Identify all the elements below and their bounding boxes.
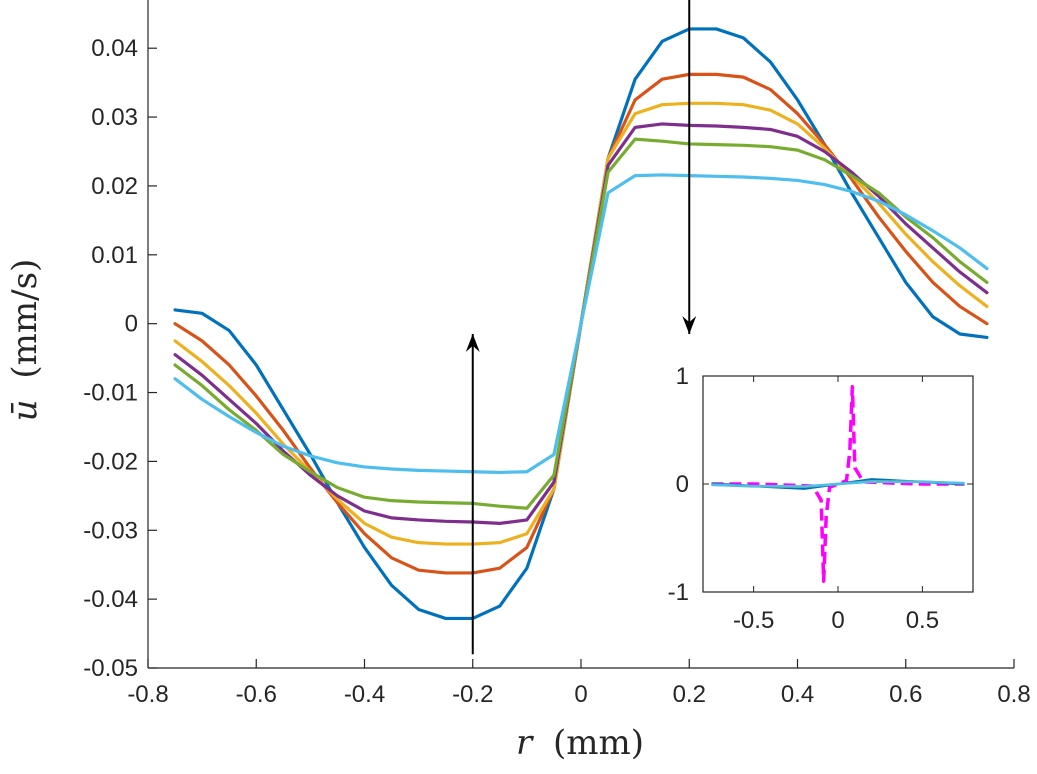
y-tick-label: -0.02 <box>83 448 138 475</box>
main-x-ticks: -0.8 -0.6 -0.4 -0.2 0 0.2 0.4 0.6 0.8 <box>127 659 1031 708</box>
y-tick-label: -0.01 <box>83 380 138 407</box>
y-tick-label: 0.03 <box>91 104 138 131</box>
y-tick-label: 0 <box>125 311 138 338</box>
x-tick-label: 0.8 <box>997 681 1030 708</box>
arrow-down-head <box>682 316 697 334</box>
inset-series-line-4 <box>711 480 965 488</box>
y-tick-label: -0.05 <box>83 655 138 682</box>
inset-y-tick-label: -1 <box>668 579 689 606</box>
y-tick-label: 0.04 <box>91 35 138 62</box>
y-axis-symbol: ū <box>5 399 45 421</box>
x-tick-label: -0.2 <box>452 681 493 708</box>
main-axes: -0.8 -0.6 -0.4 -0.2 0 0.2 0.4 0.6 0.8 -0.05 -0.04… <box>83 0 1031 708</box>
x-tick-label: 0.6 <box>889 681 922 708</box>
x-tick-label: 0.4 <box>781 681 814 708</box>
trend-arrows <box>465 0 697 655</box>
main-y-ticks: -0.05 -0.04 -0.03 -0.02 -0.01 0 0.01 0.02 0.03 0.… <box>83 35 157 682</box>
arrow-up-head <box>465 334 480 352</box>
x-axis-label: r (mm) <box>516 723 644 763</box>
y-tick-label: 0.01 <box>91 242 138 269</box>
inset-chart: -0.5 0 0.5 -1 0 1 <box>668 363 974 634</box>
y-tick-label: -0.03 <box>83 517 138 544</box>
inset-x-ticks: -0.5 0 0.5 <box>733 376 939 634</box>
y-tick-label: 0.02 <box>91 173 138 200</box>
inset-series-lines <box>711 385 965 583</box>
inset-y-tick-label: 1 <box>676 363 689 390</box>
main-series-lines <box>173 27 989 621</box>
inset-y-tick-label: 0 <box>676 471 689 498</box>
series-line-6 <box>173 173 989 475</box>
x-axis-symbol: r <box>516 723 534 763</box>
inset-x-tick-label: 0 <box>831 607 844 634</box>
y-tick-label: -0.04 <box>83 586 138 613</box>
inset-y-ticks: -1 0 1 <box>668 363 973 606</box>
x-axis-unit: (mm) <box>553 723 644 763</box>
y-axis-unit: (mm/s) <box>5 259 45 379</box>
y-axis-label: ū (mm/s) <box>5 259 45 422</box>
x-tick-label: -0.6 <box>236 681 277 708</box>
x-tick-label: 0.2 <box>673 681 706 708</box>
x-tick-label: 0 <box>574 681 587 708</box>
inset-x-tick-label: -0.5 <box>733 607 774 634</box>
inset-x-tick-label: 0.5 <box>906 607 939 634</box>
x-tick-label: -0.4 <box>344 681 385 708</box>
x-tick-label: -0.8 <box>127 681 168 708</box>
